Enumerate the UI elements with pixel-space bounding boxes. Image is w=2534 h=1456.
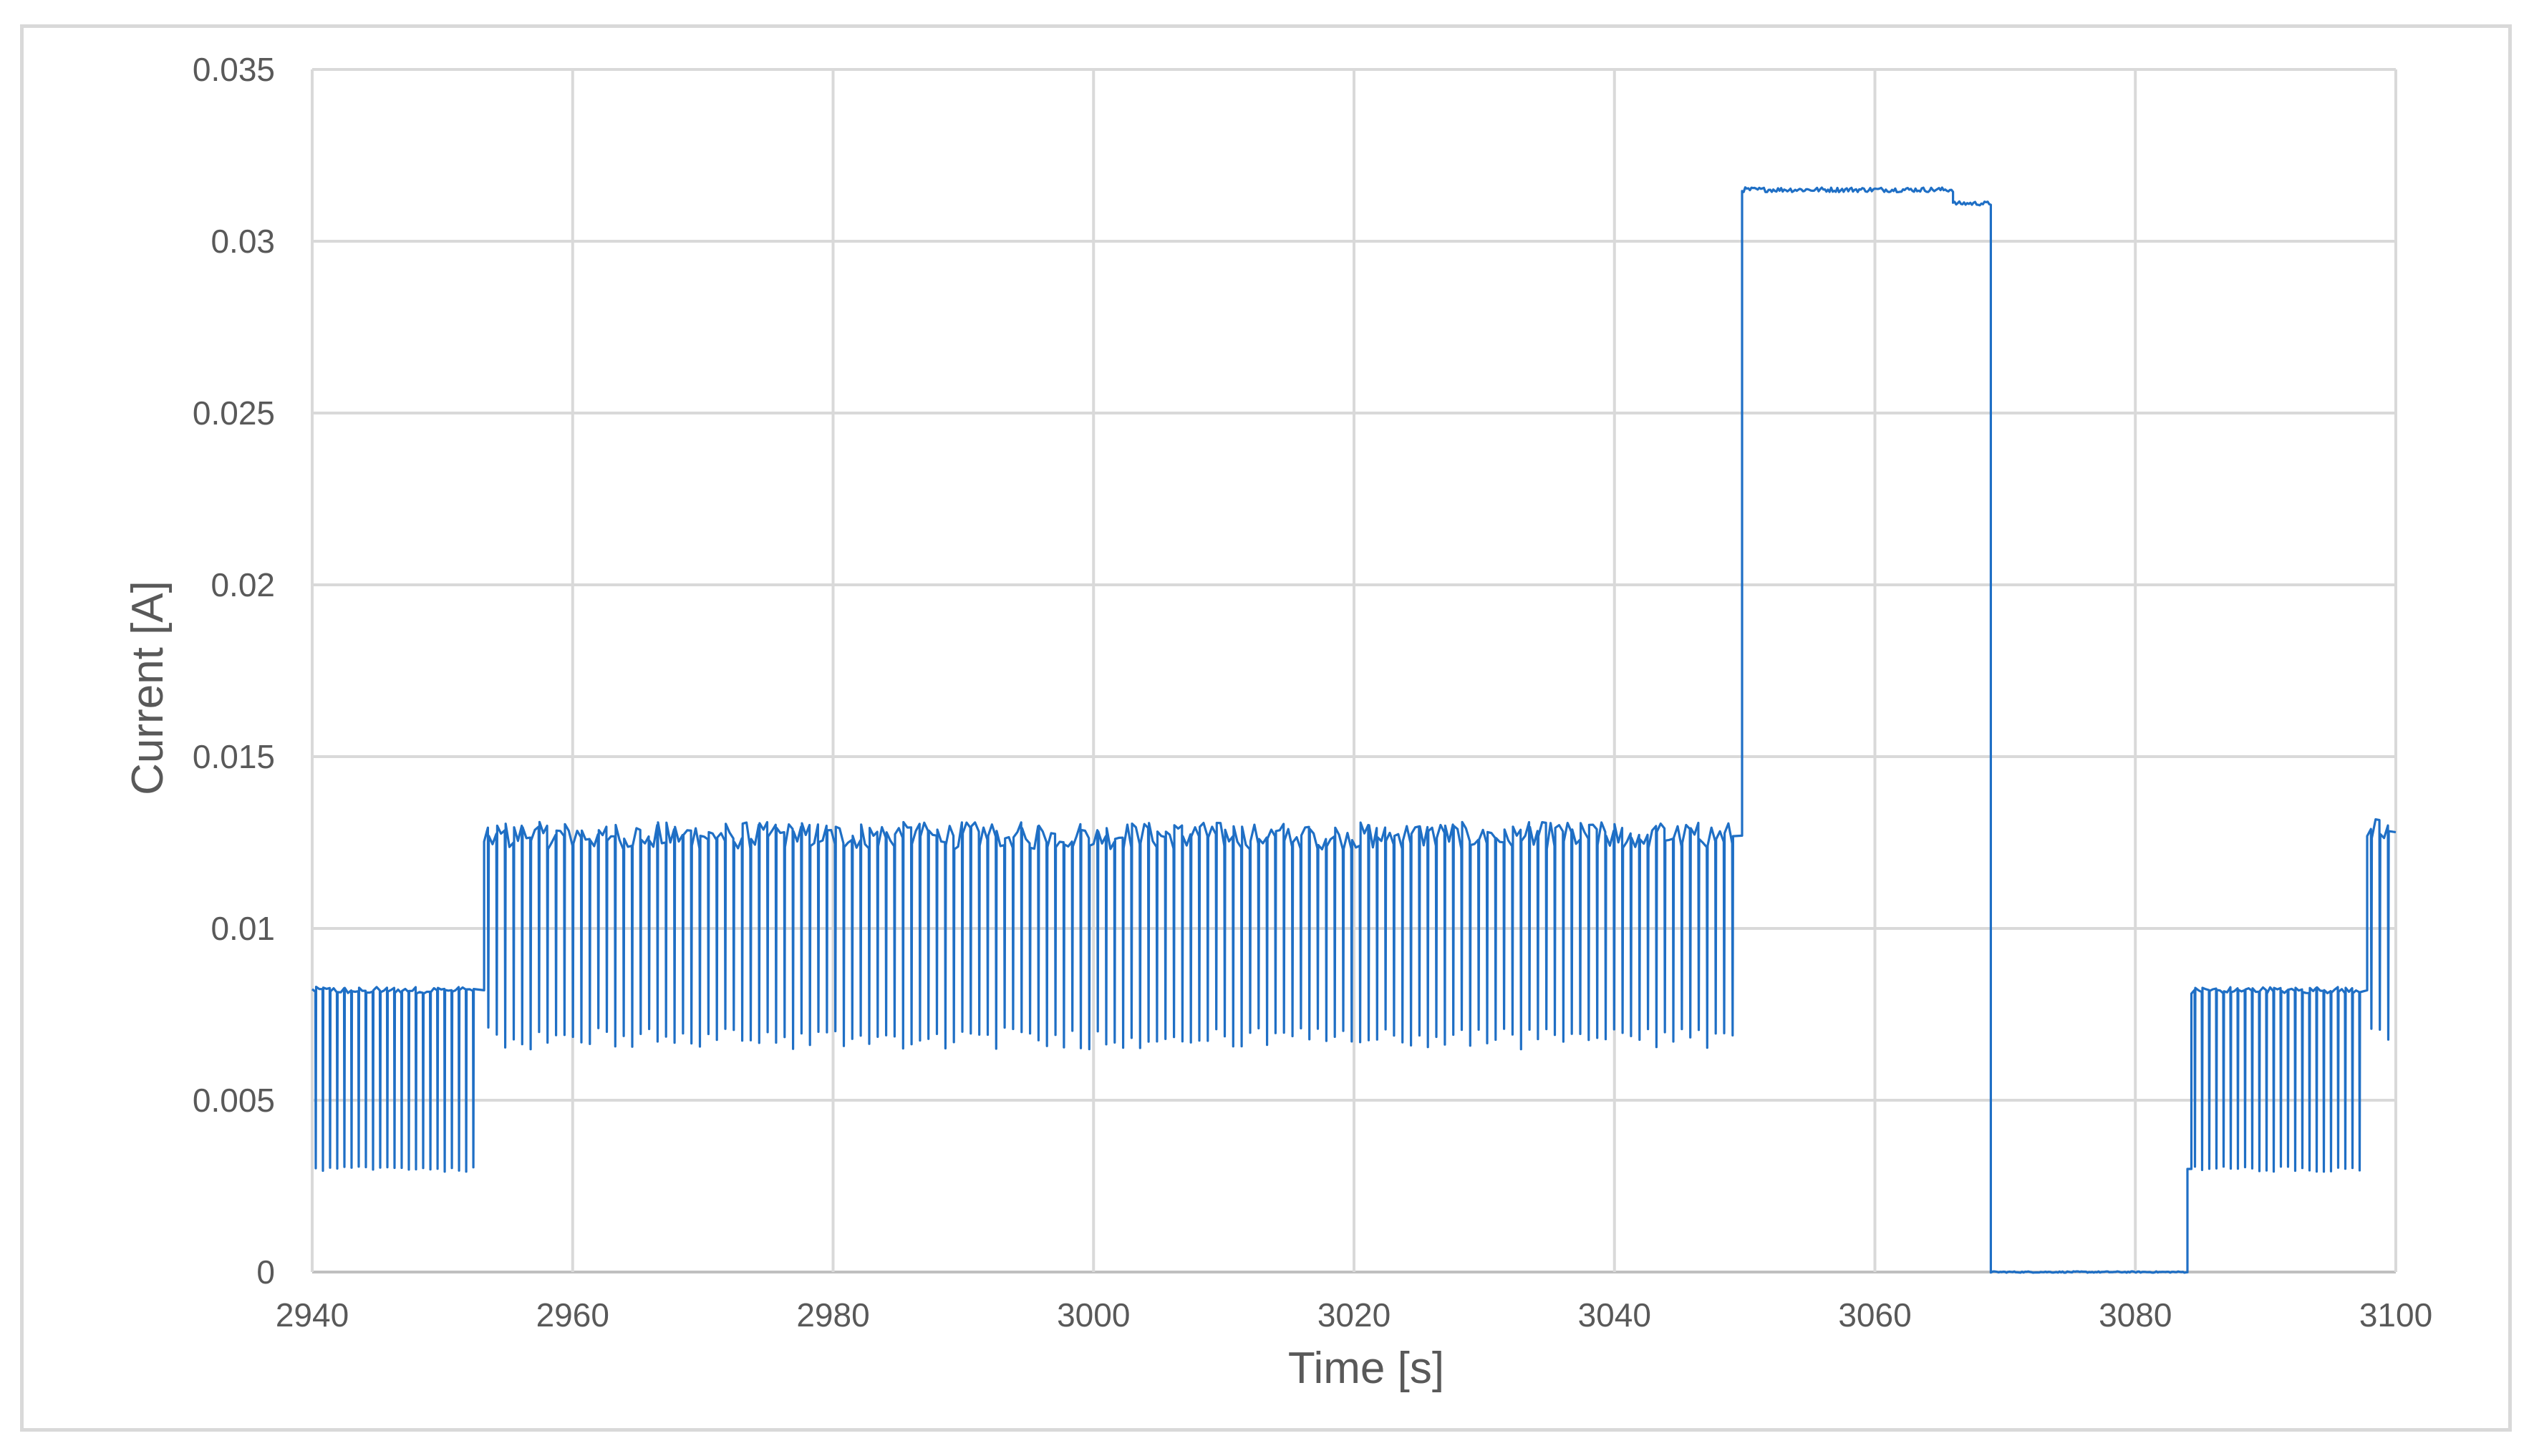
x-tick-label: 3060 <box>1838 1296 1911 1334</box>
x-tick-label: 2940 <box>276 1296 349 1334</box>
x-axis-title: Time [s] <box>1288 1344 1444 1393</box>
x-tick-label: 2960 <box>536 1296 609 1334</box>
y-tick-label: 0.03 <box>211 223 275 260</box>
x-tick-label: 3080 <box>2099 1296 2172 1334</box>
x-tick-label: 3040 <box>1578 1296 1651 1334</box>
y-tick-label: 0.035 <box>193 51 275 88</box>
chart-frame: 0 0.005 0.01 0.015 0.02 0.025 0.03 0.035 2940 29… <box>20 24 2512 1432</box>
x-tick-label: 3000 <box>1057 1296 1130 1334</box>
x-tick-label: 2980 <box>796 1296 869 1334</box>
x-tick-labels: 2940 2960 2980 3000 3020 3040 3060 3080 3100 <box>276 1296 2432 1334</box>
y-tick-label: 0.015 <box>193 738 275 775</box>
y-tick-labels: 0 0.005 0.01 0.015 0.02 0.025 0.03 0.035 <box>193 51 275 1291</box>
y-tick-label: 0.01 <box>211 910 275 947</box>
y-tick-label: 0 <box>256 1253 275 1291</box>
series-line <box>311 186 2397 1274</box>
y-axis-title: Current [A] <box>123 581 173 795</box>
y-tick-label: 0.025 <box>193 394 275 432</box>
y-tick-label: 0.02 <box>211 566 275 603</box>
x-tick-label: 3100 <box>2359 1296 2432 1334</box>
y-tick-label: 0.005 <box>193 1082 275 1119</box>
x-tick-label: 3020 <box>1317 1296 1391 1334</box>
gridlines <box>311 68 2397 1273</box>
series-current <box>311 186 2397 1274</box>
